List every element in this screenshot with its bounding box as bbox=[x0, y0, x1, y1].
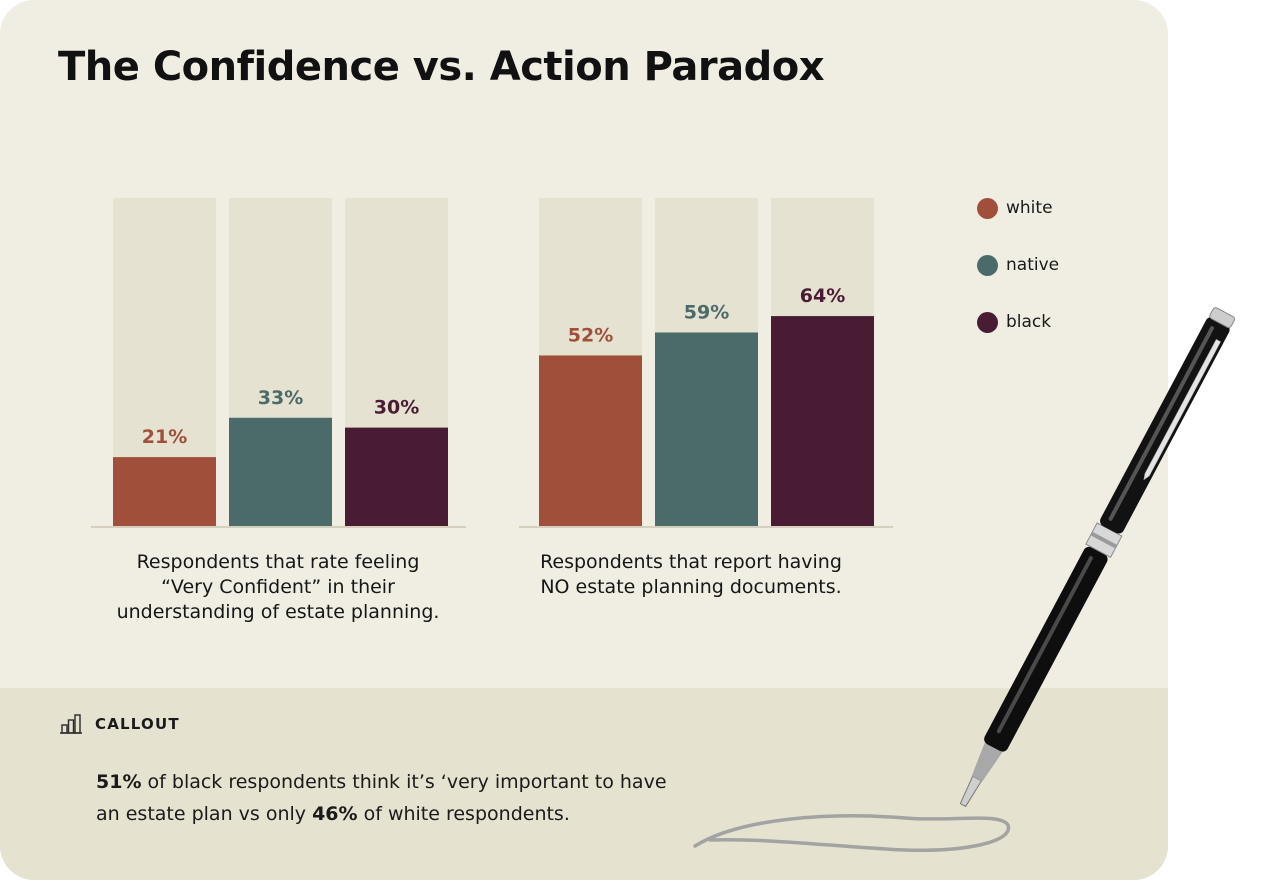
bar-white bbox=[539, 355, 642, 526]
chart-2-caption-line: Respondents that report having bbox=[540, 551, 842, 573]
callout-text: 51% of black respondents think it’s ‘ver… bbox=[96, 766, 696, 830]
bar-native bbox=[229, 417, 332, 526]
infographic-card: The Confidence vs. Action Paradox 21% 33%… bbox=[0, 0, 1168, 880]
bar-charts: 21% 33% 30% 52% 59% 64% bbox=[91, 198, 893, 528]
chart-2-caption-line: NO estate planning documents. bbox=[540, 576, 842, 598]
callout-label: CALLOUT bbox=[95, 715, 180, 733]
legend-dot-white bbox=[977, 197, 998, 219]
legend-label: native bbox=[1006, 255, 1060, 275]
bar-value-label: 33% bbox=[258, 387, 303, 409]
chart-1-caption-line: “Very Confident” in their bbox=[161, 576, 395, 598]
legend-dot-native bbox=[977, 254, 998, 276]
bar-chart-icon bbox=[60, 714, 82, 734]
bar-black bbox=[771, 316, 874, 526]
bar-value-label: 52% bbox=[568, 324, 613, 346]
callout-text-part: of black respondents think it’s ‘very im… bbox=[96, 771, 667, 825]
bar-native bbox=[655, 332, 758, 526]
bar-value-label: 30% bbox=[374, 397, 419, 419]
callout-stat-white: 46% bbox=[312, 803, 358, 825]
legend-label: black bbox=[1006, 312, 1052, 332]
chart-1-caption-line: understanding of estate planning. bbox=[116, 601, 440, 623]
bar-white bbox=[113, 457, 216, 526]
callout-header: CALLOUT bbox=[60, 714, 180, 734]
bar-value-label: 21% bbox=[142, 426, 187, 448]
bar-value-label: 64% bbox=[800, 285, 845, 307]
bar-black bbox=[345, 427, 448, 526]
chart-2-caption: Respondents that report having NO estate… bbox=[510, 550, 872, 600]
page-title: The Confidence vs. Action Paradox bbox=[58, 44, 825, 90]
charts-area: 21% 33% 30% 52% 59% 64% Respondents that rate… bbox=[90, 198, 893, 625]
legend: white native black bbox=[977, 197, 1059, 368]
fountain-pen-icon bbox=[693, 307, 1236, 853]
legend-item-white: white bbox=[977, 197, 1059, 219]
chart-1-caption-line: Respondents that rate feeling bbox=[136, 551, 420, 573]
chart-1-caption: Respondents that rate feeling “Very Conf… bbox=[90, 550, 466, 625]
legend-item-black: black bbox=[977, 311, 1059, 333]
legend-label: white bbox=[1006, 198, 1053, 218]
callout-text-part: of white respondents. bbox=[357, 803, 570, 825]
callout-stat-black: 51% bbox=[96, 771, 142, 793]
bar-value-label: 59% bbox=[684, 301, 729, 323]
legend-item-native: native bbox=[977, 254, 1059, 276]
legend-dot-black bbox=[977, 311, 998, 333]
